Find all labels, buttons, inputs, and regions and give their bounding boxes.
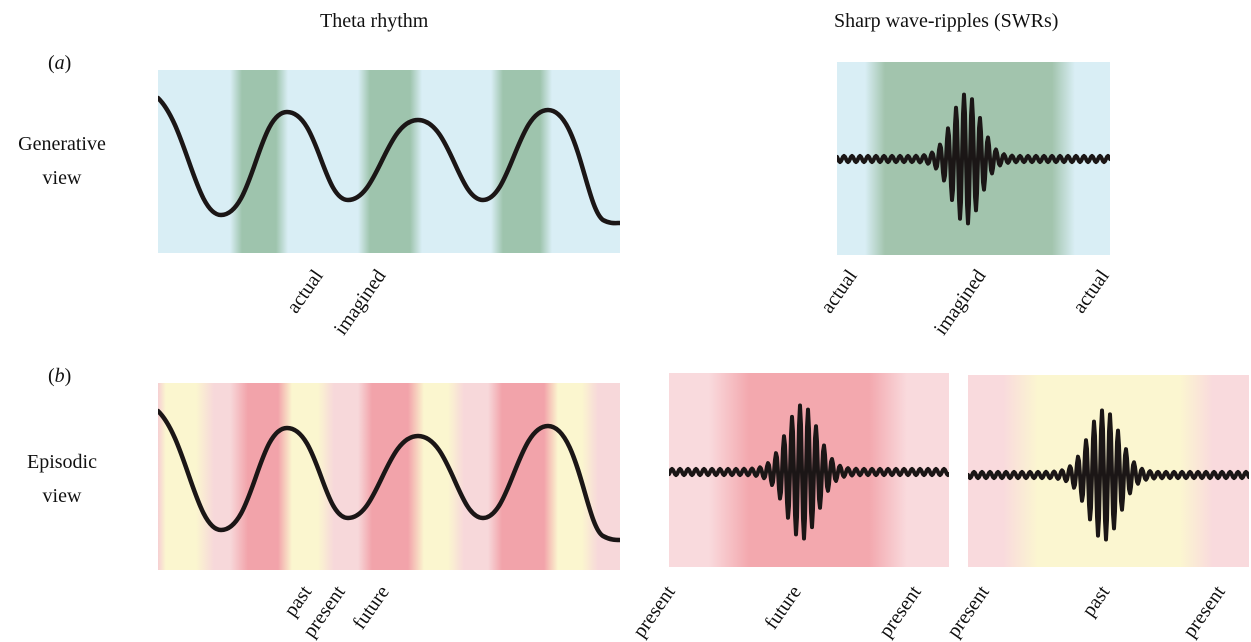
episodic-swr-past-ripple — [968, 408, 1249, 542]
label-present: present — [628, 581, 681, 642]
episodic-swr-past-panel — [968, 375, 1249, 567]
label-actual: actual — [816, 265, 863, 318]
label-past: past — [1077, 581, 1115, 621]
swr-column-header: Sharp wave-ripples (SWRs) — [834, 10, 1059, 32]
generative-theta-panel — [158, 70, 620, 253]
label-future: future — [348, 581, 395, 634]
episodic-view-label: Episodic view — [27, 451, 97, 507]
theta-column-header: Theta rhythm — [320, 10, 429, 32]
label-imagined: imagined — [929, 265, 991, 340]
label-present: present — [942, 581, 995, 642]
panel-b-tag: (b) — [48, 365, 72, 387]
episodic-theta-panel — [158, 383, 620, 570]
generative-theta-wave — [158, 95, 620, 226]
label-imagined: imagined — [329, 265, 391, 340]
label-present: present — [1178, 581, 1231, 642]
generative-view-label: Generative view — [18, 133, 106, 189]
episodic-swr-future-ripple — [669, 403, 949, 541]
generative-swr-panel — [837, 62, 1110, 255]
label-actual: actual — [282, 265, 329, 318]
episodic-swr-future-panel — [669, 373, 949, 567]
panel-a-tag: (a) — [48, 52, 72, 74]
label-actual: actual — [1068, 265, 1115, 318]
generative-swr-ripple — [837, 92, 1110, 226]
label-future: future — [760, 581, 807, 634]
episodic-theta-wave — [158, 408, 620, 543]
label-present: present — [874, 581, 927, 642]
